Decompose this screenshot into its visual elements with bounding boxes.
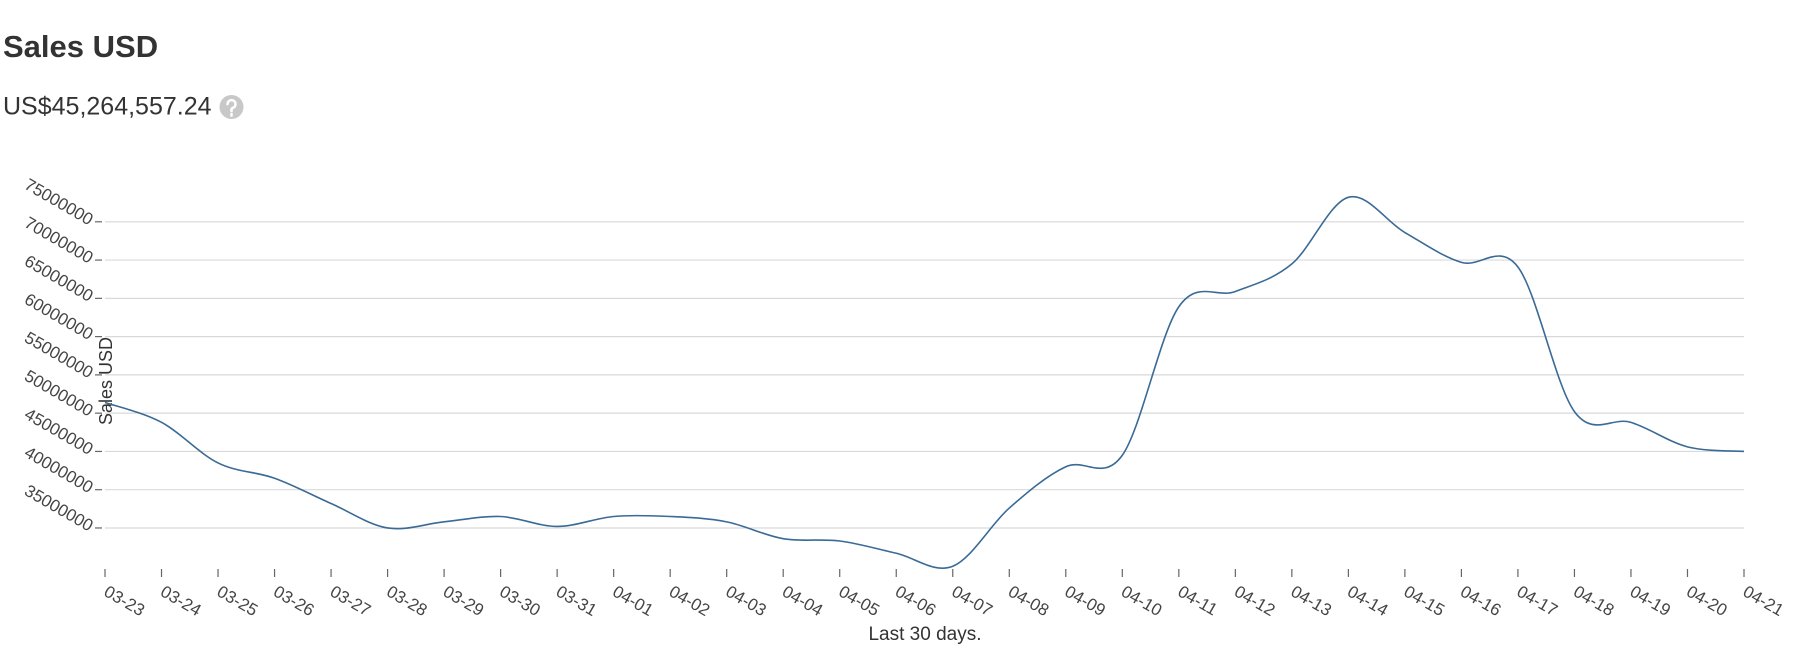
x-tick-label: 04-07 [949,582,996,620]
x-tick-label: 04-12 [1231,582,1278,620]
x-tick-label: 04-14 [1344,582,1391,620]
x-tick-label: 04-10 [1118,582,1165,620]
x-tick-label: 04-17 [1514,582,1561,620]
x-tick-label: 04-06 [892,582,939,620]
x-tick-label: 04-03 [722,582,769,620]
x-tick-label: 03-29 [440,582,487,620]
x-tick-label: 03-25 [214,582,261,620]
x-tick-label: 04-09 [1062,582,1109,620]
x-tick-label: 04-19 [1627,582,1674,620]
x-tick-label: 03-26 [270,582,317,620]
x-tick-label: 03-23 [101,582,148,620]
total-value: US$45,264,557.24 [3,93,212,121]
x-tick-label: 04-08 [1005,582,1052,620]
x-tick-label: 03-28 [383,582,430,620]
x-tick-label: 03-31 [553,582,600,620]
help-glyph[interactable] [226,98,237,117]
x-axis-label: Last 30 days. [868,624,981,645]
help-icon[interactable] [219,95,244,119]
x-tick-label: 03-27 [327,582,374,620]
y-axis-label: Sales USD [96,337,116,425]
x-tick-label: 04-13 [1288,582,1335,620]
line-series [104,195,1745,569]
x-tick-label: 03-30 [496,582,543,620]
x-tick-label: 04-01 [609,582,656,620]
x-tick-label: 04-05 [835,582,882,620]
x-tick-label: 04-15 [1401,582,1448,620]
x-tick-label: 04-16 [1457,582,1504,620]
x-tick-label: 04-02 [666,582,713,620]
x-tick-label: 04-21 [1740,582,1787,620]
help-circle[interactable] [219,95,244,119]
chart-title: Sales USD [3,29,158,64]
x-tick-label: 04-18 [1570,582,1617,620]
x-tick-label: 03-24 [157,582,204,620]
x-tick-label: 04-20 [1683,582,1730,620]
x-tick-label: 04-04 [779,582,826,620]
x-tick-label: 04-11 [1175,582,1221,620]
